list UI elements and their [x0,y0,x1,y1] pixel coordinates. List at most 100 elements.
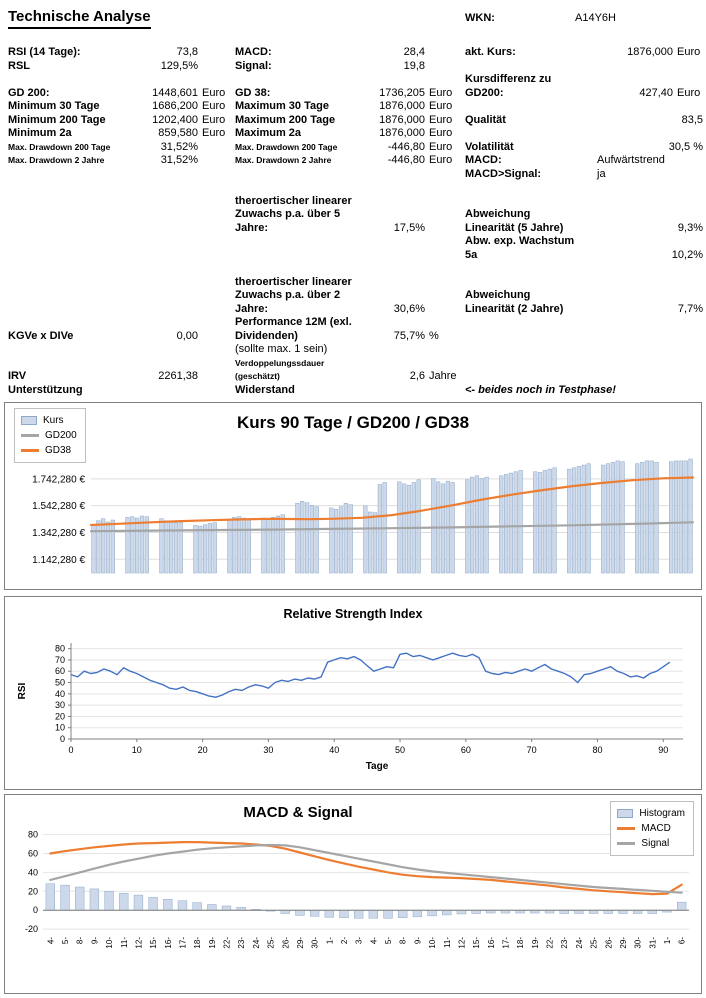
stat-value: 31,52% [160,140,198,153]
stat-label [235,249,363,263]
stat-value: 28,4 [403,46,425,58]
stat-label [8,249,140,263]
stat-row: Unterstützung [8,384,232,398]
stat-label: Maximum 200 Tage [235,113,336,126]
svg-text:Tage: Tage [366,761,389,772]
stat-unit [198,262,232,276]
stat-row [8,343,232,357]
kurs-chart-title: Kurs 90 Tage / GD200 / GD38 [236,413,470,432]
stat-value: 1448,601 [152,86,198,99]
stat-unit [425,276,461,290]
legend-bar-swatch [617,809,634,818]
stat-row [8,357,232,371]
stat-unit [425,181,461,195]
stat-unit [198,343,232,357]
stat-label: Max. Drawdown 200 Tage [8,141,111,152]
stat-label: (sollte max. 1 sein) [235,343,328,355]
svg-text:30: 30 [263,745,273,755]
svg-text:4-: 4- [369,937,378,944]
stat-value [601,208,673,222]
stat-unit: Euro [677,86,701,99]
stat-value [601,262,673,276]
stats-column-right: akt. Kurs: 1876,000 Euro Kursdifferenz zu GD… [465,46,703,397]
stat-unit [198,357,232,371]
stat-label [465,181,601,195]
stat-label [465,127,601,141]
svg-text:24-: 24- [252,937,261,949]
stat-unit [425,343,461,357]
legend-label: MACD [641,823,671,834]
stat-label: Dividenden) [235,329,298,342]
stat-value: 9,3% [677,221,703,234]
stat-value [601,357,673,371]
stat-value [363,208,425,222]
stat-label [8,262,140,276]
stat-value: 75,7% [393,329,425,342]
svg-text:20: 20 [28,886,38,896]
svg-text:40: 40 [55,689,65,699]
stat-unit [198,289,232,303]
legend-bar-swatch [21,416,37,425]
svg-text:15-: 15- [149,937,158,949]
stat-label [8,168,140,182]
stat-unit [198,316,232,330]
stat-unit [198,249,232,263]
stat-row [8,249,232,263]
stat-value [601,343,673,357]
stat-row: GD 200: 1448,601 Euro [8,87,232,101]
svg-text:3-: 3- [355,937,364,944]
svg-text:0: 0 [68,745,73,755]
stat-value: 31,52% [160,154,198,166]
stat-row: Jahre: 17,5% [235,222,461,236]
stat-unit: Euro [202,86,226,99]
svg-text:8-: 8- [76,937,85,944]
stat-unit [198,46,232,60]
stat-value: -446,80 [387,140,425,153]
stat-value [140,276,198,290]
stat-row [8,235,232,249]
stat-value: 1202,400 [152,113,198,126]
stat-unit [198,303,232,317]
stat-row: (geschätzt) 2,6 Jahre [235,370,461,384]
svg-text:17-: 17- [178,937,187,949]
svg-text:19-: 19- [208,937,217,949]
stat-row: Max. Drawdown 2 Jahre -446,80 Euro [235,154,461,168]
rsi-chart-title: Relative Strength Index [283,607,423,621]
stat-label: (geschätzt) [235,371,280,381]
stat-row [8,289,232,303]
page-title: Technische Analyse [8,8,151,29]
stat-unit [425,195,461,209]
svg-text:10: 10 [55,723,65,733]
stat-value [140,181,198,195]
svg-text:5-: 5- [61,937,70,944]
stat-value: 83,5 [681,113,703,126]
stat-row [465,127,703,141]
stat-unit: Euro [202,113,226,126]
stat-label: Performance 12M (exl. [235,316,352,328]
stat-label [8,195,140,209]
legend-line-swatch [617,827,636,830]
svg-text:26-: 26- [604,937,613,949]
stat-unit [673,316,703,330]
stats-column-left: RSI (14 Tage): 73,8 RSL 129,5% GD 200: 1448,6… [8,46,232,397]
stat-unit [198,276,232,290]
svg-text:29-: 29- [619,937,628,949]
svg-text:50: 50 [395,745,405,755]
legend-line-swatch [21,434,39,437]
stat-row [8,168,232,182]
stat-value: 30,6% [393,302,425,315]
stat-label: IRV [8,370,27,382]
stat-unit: Jahre [429,370,457,382]
stat-value [601,60,673,74]
stat-value [140,208,198,222]
stat-row [465,60,703,74]
svg-text:-20: -20 [25,924,38,934]
stat-label [8,343,140,357]
stat-label [8,73,140,87]
stat-label: Minimum 200 Tage [8,113,106,126]
stat-row: Linearität (5 Jahre) 9,3% [465,222,703,236]
stat-row [235,262,461,276]
stat-unit [425,235,461,249]
stat-value [140,235,198,249]
stat-value: 73,8 [176,46,198,58]
